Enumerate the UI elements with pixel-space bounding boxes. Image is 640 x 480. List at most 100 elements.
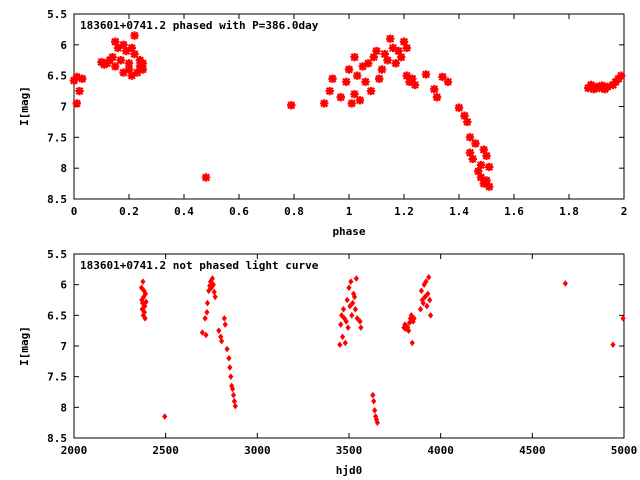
y-tick-label: 7.5 — [47, 131, 67, 144]
data-point — [371, 397, 377, 405]
y-tick-label: 6 — [60, 39, 67, 52]
data-point — [138, 59, 147, 68]
data-point — [358, 62, 367, 71]
data-point — [418, 287, 424, 295]
y-tick-label: 6.5 — [47, 70, 67, 83]
y-axis-label: I[mag] — [18, 326, 31, 366]
data-point — [354, 315, 360, 322]
data-point — [226, 354, 232, 362]
data-point — [336, 93, 345, 102]
y-tick-label: 8.5 — [47, 193, 67, 206]
data-point — [409, 339, 415, 347]
data-point — [427, 296, 433, 304]
y-tick-label: 8.5 — [47, 432, 67, 445]
data-point — [344, 65, 354, 74]
data-point — [142, 315, 148, 322]
y-tick-label: 5.5 — [47, 8, 67, 21]
y-tick-label: 8 — [60, 401, 67, 414]
data-point — [216, 327, 222, 334]
data-point — [423, 278, 429, 285]
data-point — [219, 337, 225, 345]
data-point — [374, 419, 380, 426]
data-point — [402, 71, 411, 80]
data-point — [143, 298, 149, 306]
data-point — [375, 74, 384, 83]
data-point — [386, 34, 395, 43]
data-point — [287, 101, 296, 110]
x-tick-label: 2500 — [152, 444, 179, 457]
data-point — [468, 154, 477, 164]
data-point — [476, 160, 486, 170]
data-point — [364, 59, 373, 68]
data-point — [127, 43, 136, 53]
data-point — [142, 302, 148, 310]
phased-light-curve-panel: 183601+0741.2 phased with P=386.0day pha… — [18, 8, 627, 238]
data-point — [399, 37, 409, 46]
y-axis-label: I[mag] — [18, 86, 31, 126]
data-point — [432, 93, 442, 102]
data-point — [391, 59, 400, 68]
data-point — [328, 74, 337, 83]
axis-ticks — [73, 253, 625, 439]
data-point — [122, 46, 131, 56]
data-point — [463, 117, 472, 127]
data-point — [425, 290, 431, 298]
data-point — [325, 86, 334, 96]
data-point — [108, 52, 117, 62]
data-point — [344, 296, 350, 304]
data-point — [426, 274, 432, 281]
data-point — [347, 99, 356, 108]
data-point — [350, 299, 356, 307]
data-point — [227, 364, 233, 371]
data-point — [438, 72, 447, 82]
data-point — [377, 65, 387, 74]
x-tick-label: 1 — [346, 205, 353, 218]
data-point — [370, 391, 376, 399]
data-point — [366, 86, 376, 96]
data-point — [69, 76, 79, 85]
data-point — [603, 82, 612, 91]
data-point — [411, 315, 417, 322]
x-tick-label: 0 — [71, 205, 78, 218]
data-point — [394, 46, 403, 56]
data-point — [119, 40, 128, 50]
x-tick-label: 5000 — [611, 444, 638, 457]
data-point — [408, 74, 417, 83]
data-point — [349, 312, 355, 319]
data-point — [78, 74, 87, 83]
data-point — [348, 278, 354, 285]
y-tick-label: 7 — [60, 101, 67, 114]
data-point — [72, 72, 81, 82]
data-point — [380, 49, 389, 59]
y-tick-label: 7.5 — [47, 371, 67, 384]
y-tick-label: 7 — [60, 340, 67, 353]
data-point — [209, 275, 215, 282]
data-point — [351, 293, 358, 301]
data-point — [231, 397, 237, 405]
data-point — [133, 68, 142, 77]
data-point — [454, 103, 464, 112]
x-tick-label: 2000 — [61, 444, 88, 457]
data-point — [372, 46, 381, 56]
data-point — [352, 305, 358, 313]
data-point — [347, 302, 353, 310]
data-point — [138, 65, 147, 74]
data-point — [199, 329, 205, 336]
y-tick-label: 5.5 — [47, 248, 67, 261]
data-point — [430, 85, 439, 94]
data-point — [485, 182, 494, 191]
data-point — [212, 293, 218, 301]
data-point — [353, 71, 362, 80]
data-point — [460, 111, 469, 120]
data-point — [424, 302, 430, 310]
data-point — [410, 80, 420, 90]
data-point — [357, 318, 363, 325]
data-point — [388, 43, 398, 53]
data-point — [358, 324, 364, 331]
data-point — [343, 318, 349, 325]
data-point — [610, 341, 616, 349]
data-point — [228, 373, 234, 380]
data-point — [465, 148, 475, 157]
x-axis-label: phase — [332, 225, 365, 238]
data-point — [422, 293, 428, 301]
